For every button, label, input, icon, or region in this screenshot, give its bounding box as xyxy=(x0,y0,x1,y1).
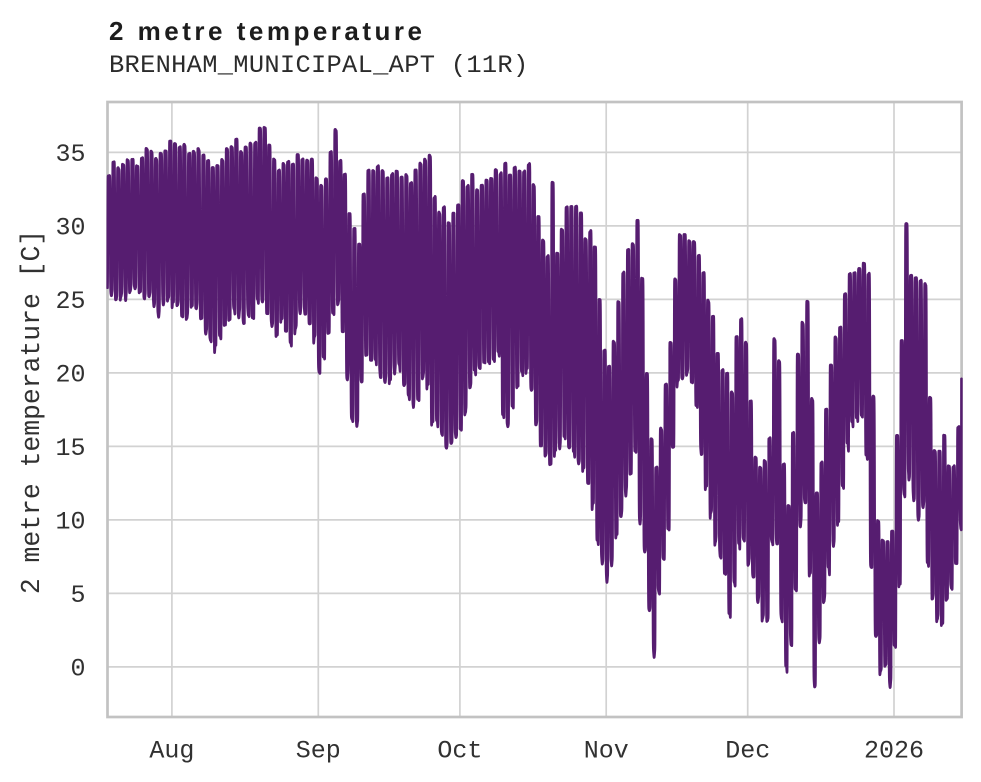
svg-text:5: 5 xyxy=(70,581,85,610)
svg-text:Oct: Oct xyxy=(437,737,482,766)
svg-text:15: 15 xyxy=(55,434,85,463)
svg-text:10: 10 xyxy=(55,508,85,537)
svg-text:Sep: Sep xyxy=(296,737,341,766)
svg-text:35: 35 xyxy=(55,140,85,169)
svg-text:25: 25 xyxy=(55,287,85,316)
svg-text:2026: 2026 xyxy=(864,737,924,766)
svg-text:BRENHAM_MUNICIPAL_APT (11R): BRENHAM_MUNICIPAL_APT (11R) xyxy=(109,51,529,80)
svg-text:20: 20 xyxy=(55,361,85,390)
svg-text:Nov: Nov xyxy=(584,737,629,766)
svg-text:Aug: Aug xyxy=(149,737,194,766)
svg-text:2 metre temperature [C]: 2 metre temperature [C] xyxy=(17,230,47,594)
svg-text:Dec: Dec xyxy=(725,737,770,766)
svg-text:2 metre temperature: 2 metre temperature xyxy=(109,16,426,46)
svg-text:30: 30 xyxy=(55,214,85,243)
svg-text:0: 0 xyxy=(70,655,85,684)
